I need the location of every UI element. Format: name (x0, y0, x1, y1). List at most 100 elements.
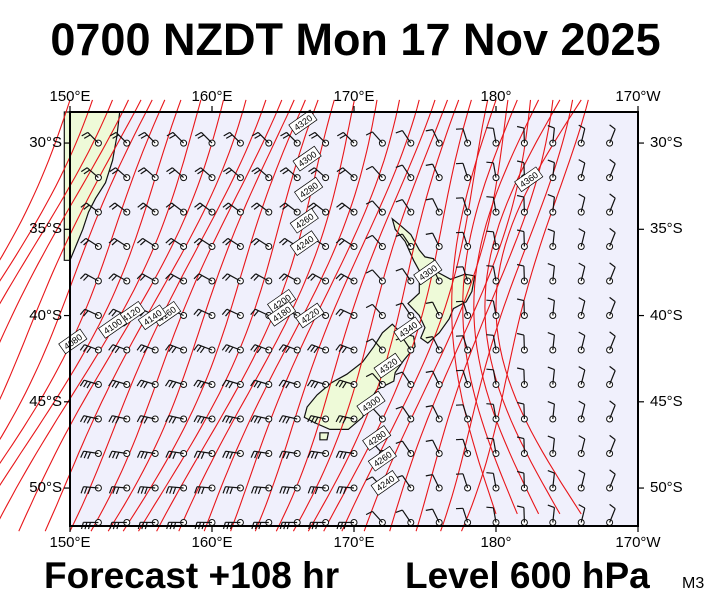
wind-barb (108, 484, 131, 495)
height-contour (307, 99, 460, 532)
height-contour (462, 99, 518, 515)
wind-barb (308, 131, 330, 147)
tickmark-layer (64, 106, 644, 532)
wind-barb (425, 198, 443, 216)
wind-barb (193, 308, 216, 319)
wind-barb (165, 415, 188, 424)
wind-barb (337, 131, 358, 147)
height-contour (0, 99, 166, 465)
wind-barb (516, 401, 528, 423)
wind-barb (365, 165, 386, 182)
wind-barb (137, 202, 159, 216)
wind-barb (577, 504, 586, 526)
wind-barb (547, 228, 557, 250)
wind-barb (278, 415, 301, 424)
height-contour (484, 99, 561, 515)
wind-barb (606, 193, 616, 216)
wind-barb (108, 450, 131, 459)
height-contour (254, 99, 420, 532)
wind-barb (425, 439, 443, 457)
wind-barb (606, 400, 616, 423)
wind-barb (81, 131, 102, 147)
wind-barb (108, 202, 131, 216)
lon-tick-label-bottom: 160°E (191, 534, 233, 551)
wind-barb (222, 202, 244, 216)
wind-barb (395, 130, 415, 147)
wind-barb (250, 202, 273, 216)
wind-barb (395, 233, 415, 250)
wind-barb (250, 379, 273, 389)
wind-barb (221, 344, 244, 354)
wind-barb (307, 450, 330, 459)
wind-barb (250, 273, 273, 285)
height-contour (323, 99, 472, 532)
wind-barb-layer (79, 124, 616, 530)
lon-tick-label-bottom: 180° (480, 534, 512, 551)
height-contour (0, 99, 71, 261)
lat-tick-label-right: 50°S (650, 479, 683, 497)
wind-barb (108, 344, 131, 354)
wind-barb (306, 379, 330, 389)
lat-tick-label-right: 35°S (650, 220, 683, 238)
wind-barb (108, 237, 131, 250)
height-contour (0, 99, 142, 401)
wind-barb (606, 434, 616, 457)
wind-barb (279, 202, 301, 216)
wind-barb (79, 379, 102, 389)
wind-barb (547, 470, 557, 492)
wind-barb (79, 308, 102, 319)
wind-barb (425, 405, 443, 423)
level-label: Level 600 hPa (405, 555, 650, 596)
wind-barb (194, 202, 216, 216)
wind-barb (395, 440, 415, 457)
wind-barb (547, 125, 557, 147)
wind-barb (516, 367, 528, 388)
wind-barb (136, 344, 159, 354)
lat-tick-label-right: 40°S (650, 306, 683, 324)
wind-barb (221, 415, 244, 424)
wind-barb (486, 403, 500, 423)
lat-tick-label-right: 30°S (650, 134, 683, 152)
wind-barb (80, 484, 102, 495)
wind-barb (80, 202, 102, 216)
wind-barb (136, 415, 159, 424)
height-contour (0, 99, 153, 441)
wind-barb (250, 450, 273, 459)
wind-barb (455, 404, 472, 423)
wind-barb (606, 124, 616, 147)
wind-barb (278, 344, 301, 354)
lat-tick-label-left: 50°S (29, 479, 62, 497)
wind-barb (455, 162, 472, 182)
height-contour (495, 99, 582, 515)
wind-barb (193, 344, 216, 354)
lon-tick-label-bottom: 170°W (615, 534, 661, 551)
wind-barb (79, 415, 102, 424)
wind-barb (166, 167, 188, 182)
wind-barb (455, 473, 472, 492)
wind-barb (365, 338, 386, 354)
wind-barb (516, 194, 528, 216)
wind-barb (395, 371, 415, 388)
wind-barb (335, 379, 358, 389)
wind-barb (336, 484, 358, 495)
wind-barb (109, 131, 131, 147)
height-contour (363, 99, 509, 532)
wind-barb (547, 332, 557, 354)
wind-barb (516, 263, 528, 285)
wind-barb (307, 415, 330, 424)
model-label: M3 (682, 575, 705, 592)
wind-barb (308, 167, 330, 182)
wind-barb (486, 472, 500, 492)
wind-barb (80, 450, 102, 459)
wind-barb (486, 196, 500, 216)
wind-barb (455, 438, 472, 457)
wind-barb (335, 450, 358, 459)
lon-tick-label-top: 180° (480, 88, 512, 105)
wind-barb (486, 265, 500, 285)
wind-barb (251, 131, 273, 147)
wind-barb (279, 167, 301, 182)
wind-barb (193, 237, 216, 250)
contour-layer (0, 99, 589, 532)
wind-barb (307, 484, 330, 495)
wind-barb (577, 331, 586, 354)
